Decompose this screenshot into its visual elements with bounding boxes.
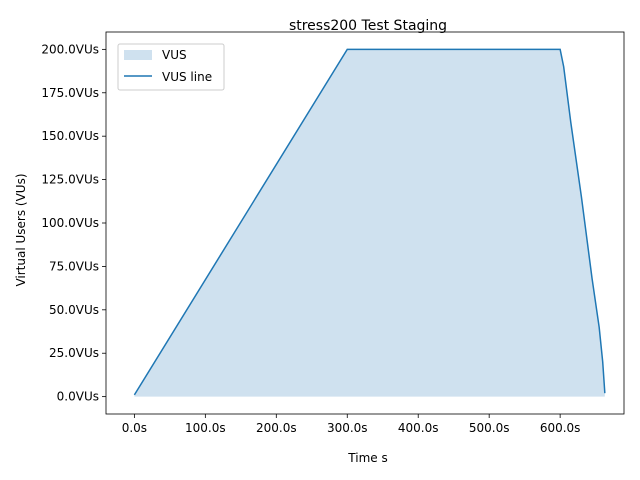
x-axis: 0.0s 100.0s 200.0s 300.0s 400.0s 500.0s 600.0s [122,414,581,435]
x-tick-label: 600.0s [540,421,581,435]
x-tick-label: 500.0s [469,421,510,435]
x-tick-label: 300.0s [327,421,368,435]
y-tick-label: 200.0VUs [41,42,99,56]
y-axis: 0.0VUs 25.0VUs 50.0VUs 75.0VUs 100.0VUs 125.0… [41,42,106,404]
legend-label-vus-line: VUS line [162,70,212,84]
y-tick-label: 0.0VUs [57,390,99,404]
chart-title: stress200 Test Staging [289,18,447,34]
y-tick-label: 150.0VUs [41,129,99,143]
y-tick-label: 125.0VUs [41,173,99,187]
plot-area [133,48,606,397]
x-tick-label: 200.0s [256,421,297,435]
x-tick-label: 100.0s [185,421,226,435]
vus-line [133,48,606,396]
y-tick-label: 100.0VUs [41,216,99,230]
vus-area [134,49,605,397]
legend-swatch-vus [124,50,152,60]
legend-label-vus: VUS [162,48,187,62]
y-tick-label: 175.0VUs [41,86,99,100]
legend: VUS VUS line [117,43,225,91]
y-axis-label: Virtual Users (VUs) [14,173,28,286]
x-tick-label: 400.0s [398,421,439,435]
x-axis-label: Time s [347,451,387,465]
x-tick-label: 0.0s [122,421,147,435]
y-tick-label: 25.0VUs [49,346,99,360]
y-tick-label: 75.0VUs [49,259,99,273]
y-tick-label: 50.0VUs [49,303,99,317]
